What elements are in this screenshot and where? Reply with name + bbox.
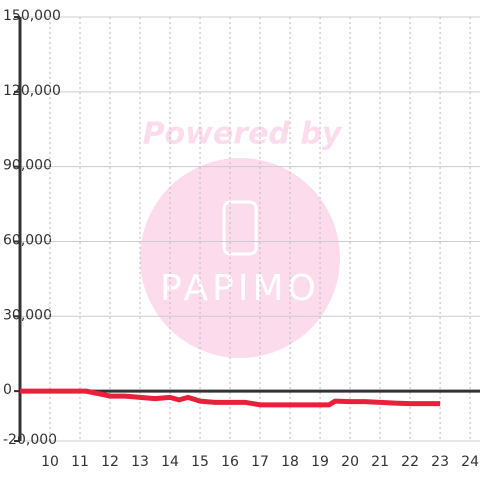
x-tick-label: 15 (191, 454, 209, 470)
x-tick-label: 11 (71, 454, 89, 470)
watermark-text: Powered by (143, 117, 343, 152)
x-tick-label: 10 (41, 454, 59, 470)
x-tick-label: 19 (311, 454, 329, 470)
x-tick-label: 13 (131, 454, 149, 470)
watermark-phone (222, 200, 258, 256)
data-line (20, 388, 441, 408)
x-tick-label: 23 (431, 454, 449, 470)
x-tick-label: 21 (371, 454, 389, 470)
y-tick-label: 150,000 (3, 8, 61, 24)
y-tick-label: 90,000 (3, 158, 52, 174)
x-tick-label: 24 (461, 454, 479, 470)
watermark-logo: PAPIMO (160, 268, 320, 309)
y-tick-label: 120,000 (3, 83, 61, 99)
x-tick-label: 18 (281, 454, 299, 470)
x-tick-label: 12 (101, 454, 119, 470)
x-tick-label: 22 (401, 454, 419, 470)
x-tick-label: 17 (251, 454, 269, 470)
y-tick-label: 60,000 (3, 232, 52, 248)
y-tick-label: -20,000 (3, 432, 57, 448)
y-tick-label: 0 (3, 382, 12, 398)
x-tick-label: 20 (341, 454, 359, 470)
x-tick-label: 14 (161, 454, 179, 470)
y-tick-label: 30,000 (3, 307, 52, 323)
x-tick-label: 16 (221, 454, 239, 470)
